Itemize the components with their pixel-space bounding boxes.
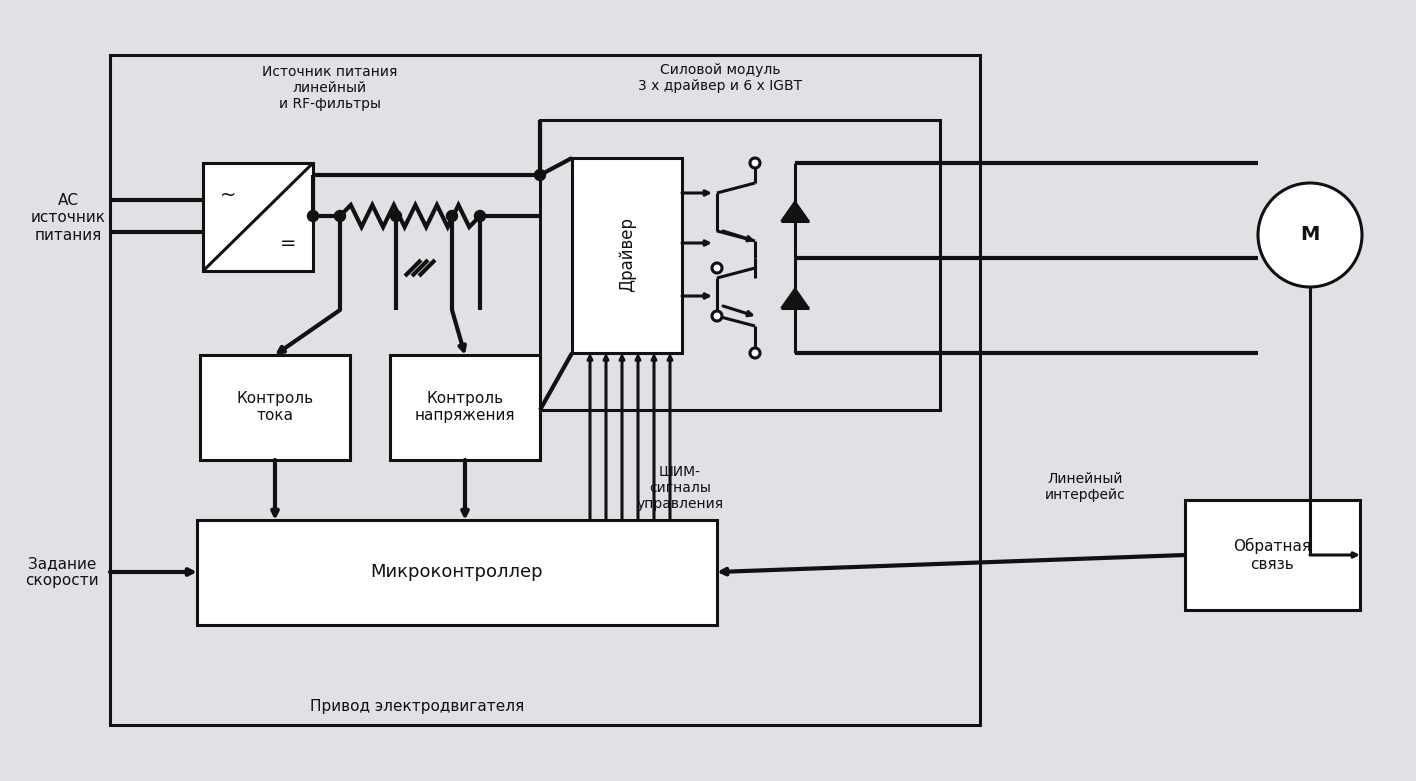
Circle shape	[446, 211, 457, 222]
Text: Микроконтроллер: Микроконтроллер	[371, 563, 544, 581]
Circle shape	[712, 263, 722, 273]
Circle shape	[391, 211, 402, 222]
Bar	[197, 520, 716, 625]
Bar	[539, 120, 940, 410]
Bar	[202, 163, 313, 271]
Text: Задание
скорости: Задание скорости	[25, 556, 99, 588]
Text: ~: ~	[219, 186, 236, 205]
Bar	[200, 355, 350, 460]
Text: Силовой модуль
3 х драйвер и 6 х IGBT: Силовой модуль 3 х драйвер и 6 х IGBT	[639, 63, 801, 93]
Text: М: М	[1300, 226, 1320, 244]
Text: Линейный
интерфейс: Линейный интерфейс	[1045, 472, 1126, 502]
Circle shape	[750, 158, 760, 168]
Circle shape	[474, 211, 486, 222]
Text: Обратная
связь: Обратная связь	[1233, 538, 1311, 572]
Circle shape	[334, 211, 346, 222]
Polygon shape	[782, 201, 809, 221]
Bar	[1185, 500, 1359, 610]
Text: Драйвер: Драйвер	[617, 217, 636, 293]
Text: ШИМ-
сигналы
управления: ШИМ- сигналы управления	[636, 465, 724, 512]
Text: =: =	[280, 234, 296, 252]
Circle shape	[712, 311, 722, 321]
Text: АС
источник
питания: АС источник питания	[31, 193, 106, 243]
Circle shape	[307, 211, 319, 222]
Text: Контроль
тока: Контроль тока	[236, 390, 313, 423]
Circle shape	[1257, 183, 1362, 287]
Bar	[110, 55, 980, 725]
Circle shape	[750, 348, 760, 358]
Text: Контроль
напряжения: Контроль напряжения	[415, 390, 515, 423]
Polygon shape	[782, 288, 809, 308]
Text: Привод электродвигателя: Привод электродвигателя	[310, 700, 524, 715]
Text: Источник питания
линейный
и RF-фильтры: Источник питания линейный и RF-фильтры	[262, 65, 398, 111]
Bar	[572, 158, 683, 353]
Bar	[389, 355, 539, 460]
Circle shape	[534, 169, 545, 180]
